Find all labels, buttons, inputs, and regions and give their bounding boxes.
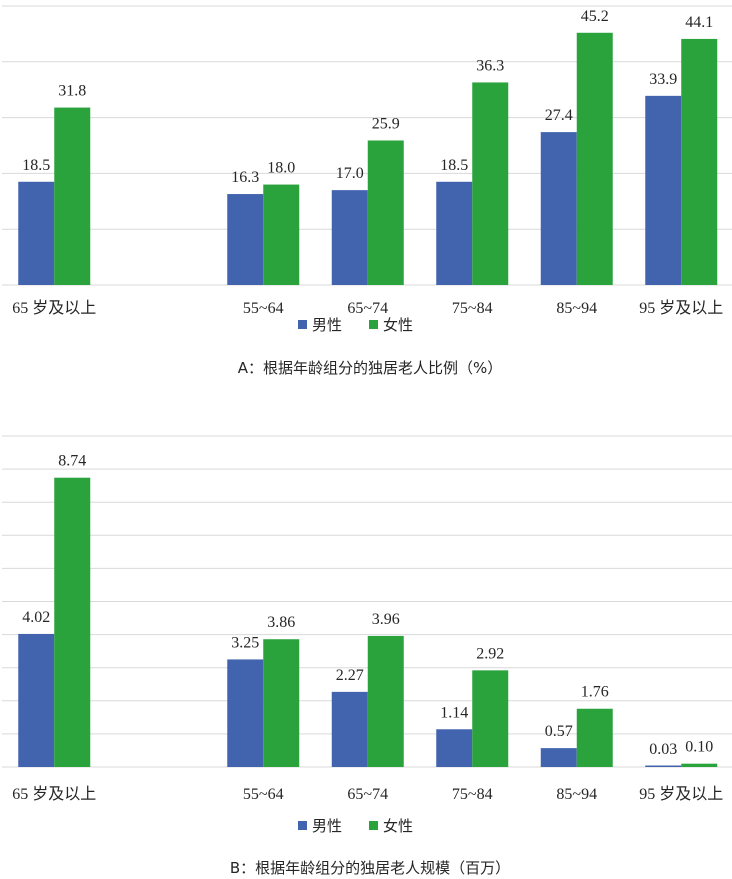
x-tick-label: 95 岁及以上: [639, 785, 723, 803]
x-tick-label: 85~94: [556, 786, 597, 803]
bar-female: [472, 670, 509, 767]
chart-panel-b: 4.02 8.74 65 岁及以上 3.25 3.86 55~64 2.27 3.96 65~7…: [2, 435, 732, 877]
bar-male: [227, 659, 264, 767]
data-label: 8.74: [58, 453, 86, 470]
bar-male: [540, 132, 577, 285]
legend-swatch: [298, 320, 307, 329]
bar-male: [436, 181, 473, 285]
data-label: 25.9: [372, 115, 400, 132]
x-tick-label: 85~94: [556, 300, 597, 317]
data-label: 45.2: [581, 8, 609, 25]
x-tick-label: 65~74: [347, 300, 388, 317]
data-label: 16.3: [231, 169, 259, 186]
bar-female: [263, 639, 300, 767]
bar-female: [681, 38, 718, 286]
data-label: 3.96: [372, 611, 400, 628]
legend-label: 女性: [383, 817, 413, 835]
data-label: 18.5: [440, 157, 468, 174]
bar-female: [367, 635, 404, 767]
bar-female: [576, 32, 613, 286]
data-label: 1.76: [581, 684, 609, 701]
x-tick-label: 65 岁及以上: [12, 299, 96, 317]
x-tick-label: 65~74: [347, 786, 388, 803]
bar-male: [18, 633, 55, 767]
bar-male: [436, 729, 473, 767]
x-tick-label: 55~64: [243, 300, 284, 317]
x-tick-label: 55~64: [243, 786, 284, 803]
bar-male: [645, 765, 682, 767]
bar-male: [540, 748, 577, 767]
data-label: 33.9: [649, 71, 677, 88]
data-label: 2.92: [476, 645, 504, 662]
data-label: 18.0: [267, 160, 295, 177]
x-tick-label: 75~84: [452, 786, 493, 803]
data-label: 1.14: [440, 704, 468, 721]
bar-male: [227, 194, 264, 285]
x-tick-label: 65 岁及以上: [12, 785, 96, 803]
bar-male: [331, 691, 368, 767]
data-label: 44.1: [685, 14, 713, 31]
bar-female: [576, 708, 613, 767]
data-label: 31.8: [58, 83, 86, 100]
data-label: 17.0: [336, 165, 364, 182]
legend-swatch: [369, 320, 378, 329]
chart-caption: A：根据年龄组分的独居老人比例（%）: [238, 359, 503, 377]
bar-female: [54, 477, 91, 767]
data-label: 3.25: [231, 634, 259, 651]
data-label: 3.86: [267, 614, 295, 631]
data-label: 18.5: [22, 157, 50, 174]
data-label: 27.4: [545, 107, 573, 124]
x-tick-label: 95 岁及以上: [639, 299, 723, 317]
bar-male: [18, 181, 55, 285]
bar-female: [367, 140, 404, 285]
bar-female: [54, 107, 91, 285]
data-label: 2.27: [336, 667, 364, 684]
data-label: 0.57: [545, 723, 573, 740]
chart-panel-a: 18.5 31.8 65 岁及以上 16.3 18.0 55~64 17.0 25.9 65~7…: [2, 5, 732, 377]
data-label: 0.10: [685, 739, 713, 756]
data-label: 0.03: [649, 741, 677, 758]
chart-caption: B：根据年龄组分的独居老人规模（百万）: [230, 859, 510, 877]
legend-swatch: [369, 821, 378, 830]
bar-male: [645, 95, 682, 285]
x-tick-label: 75~84: [452, 300, 493, 317]
bar-male: [331, 190, 368, 285]
bar-female: [472, 82, 509, 285]
legend-swatch: [298, 821, 307, 830]
bar-female: [681, 763, 718, 767]
legend-label: 女性: [383, 316, 413, 334]
legend-label: 男性: [312, 316, 342, 334]
legend-label: 男性: [312, 817, 342, 835]
bar-female: [263, 184, 300, 285]
data-label: 4.02: [22, 609, 50, 626]
data-label: 36.3: [476, 57, 504, 74]
